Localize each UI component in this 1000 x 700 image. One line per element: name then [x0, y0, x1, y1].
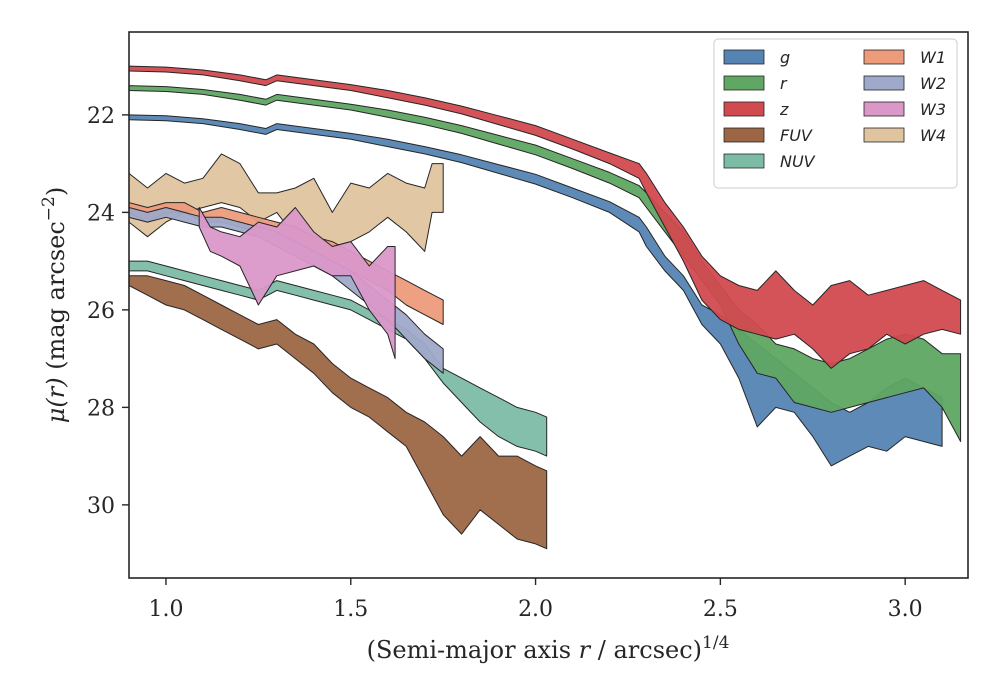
legend-label-z: z	[779, 100, 789, 119]
x-tick-label: 1.5	[333, 597, 368, 622]
y-tick-label: 28	[87, 396, 115, 421]
y-tick-label: 22	[87, 104, 115, 129]
band-z	[129, 65, 962, 369]
legend-swatch-z	[723, 101, 765, 117]
legend-label-w4: W4	[920, 126, 946, 145]
x-axis-label: (Semi-major axis r / arcsec)1/4	[367, 633, 730, 664]
x-tick-label: 2.5	[703, 597, 738, 622]
legend-label-w3: W3	[920, 100, 946, 119]
band-layer	[129, 65, 962, 550]
plot-frame	[128, 31, 969, 579]
band-r	[129, 85, 962, 442]
band-g	[129, 114, 943, 467]
legend-label-nuv: NUV	[780, 152, 816, 171]
legend-swatch-w1	[863, 49, 905, 65]
legend-swatch-r	[723, 75, 765, 91]
x-tick-label: 2.0	[518, 597, 553, 622]
y-axis-label: μ(r) (mag arcsec−2)	[39, 187, 70, 423]
y-tick-label: 30	[87, 494, 115, 519]
legend-label-w2: W2	[920, 74, 946, 93]
legend-swatch-fuv	[723, 127, 765, 143]
legend-label-r: r	[780, 74, 788, 93]
legend: grz FUV NUV W1 W2 W3 W4	[713, 38, 958, 189]
legend-swatch-w4	[863, 127, 905, 143]
legend-label-g: g	[780, 48, 790, 67]
tick-layer: 1.0 1.5 2.0 2.5 3.0 22 24 26 28 30	[87, 104, 923, 622]
y-tick-label: 24	[87, 201, 115, 226]
x-tick-label: 1.0	[148, 597, 183, 622]
band-w3	[198, 207, 396, 360]
legend-label-w1: W1	[920, 48, 946, 67]
y-tick-label: 26	[87, 299, 115, 324]
legend-swatch-g	[723, 49, 765, 65]
legend-label-fuv: FUV	[780, 126, 813, 145]
band-fuv	[129, 275, 548, 550]
band-w4	[129, 153, 444, 267]
legend-swatch-w3	[863, 101, 905, 117]
legend-swatch-w2	[863, 75, 905, 91]
x-tick-label: 3.0	[888, 597, 923, 622]
legend-swatch-nuv	[723, 153, 765, 169]
